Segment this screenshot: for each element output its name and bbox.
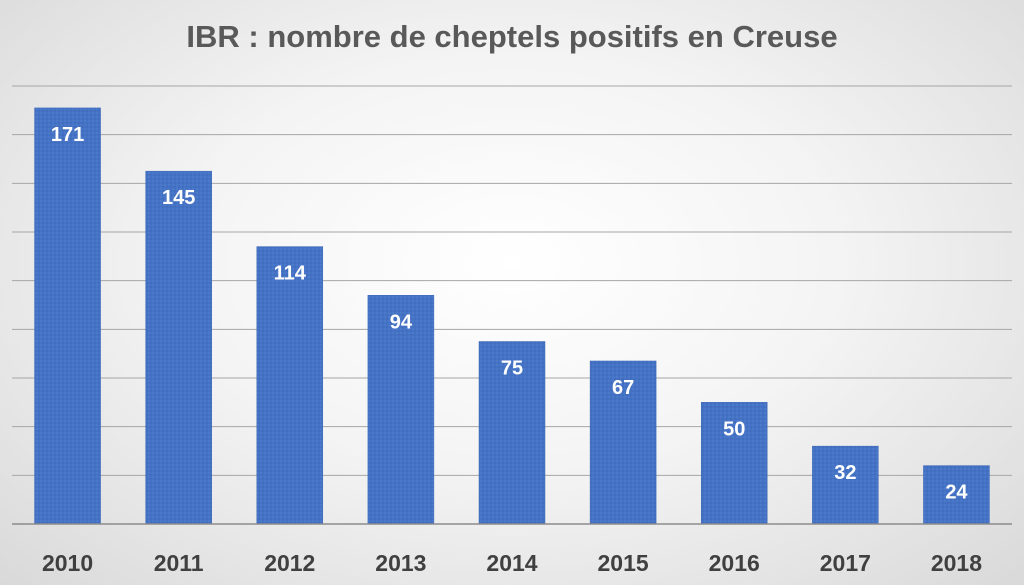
x-tick-2017: 2017 [820,550,871,576]
data-label-2015: 67 [612,377,634,399]
x-tick-2012: 2012 [264,550,315,576]
bar-2013 [367,295,435,525]
data-label-2014: 75 [501,358,523,380]
bar-2011 [145,170,212,525]
bars [34,107,990,525]
x-axis-ticks: 2010 2011 2012 2013 2014 2015 2016 2017 2018 [42,550,982,576]
data-label-2011: 145 [162,187,195,209]
bar-2015 [589,360,657,525]
x-tick-2016: 2016 [709,550,760,576]
x-tick-2011: 2011 [154,550,204,576]
data-label-2013: 94 [390,311,413,333]
data-labels: 171 145 114 94 75 67 50 32 24 [51,124,969,504]
bar-2018 [923,465,990,525]
bar-2012 [256,246,324,525]
x-tick-2018: 2018 [931,550,982,576]
x-tick-2014: 2014 [486,550,537,576]
data-label-2010: 171 [51,124,84,146]
bar-2017 [812,445,879,525]
x-tick-2010: 2010 [42,550,93,576]
bar-2010 [34,107,101,525]
data-label-2018: 24 [945,482,968,504]
chart-title: IBR : nombre de cheptels positifs en Cre… [186,19,837,54]
data-label-2017: 32 [834,462,856,484]
data-label-2016: 50 [723,418,745,440]
bar-2016 [700,402,768,525]
x-tick-2013: 2013 [375,550,426,576]
x-tick-2015: 2015 [598,550,649,576]
data-label-2012: 114 [274,263,307,285]
